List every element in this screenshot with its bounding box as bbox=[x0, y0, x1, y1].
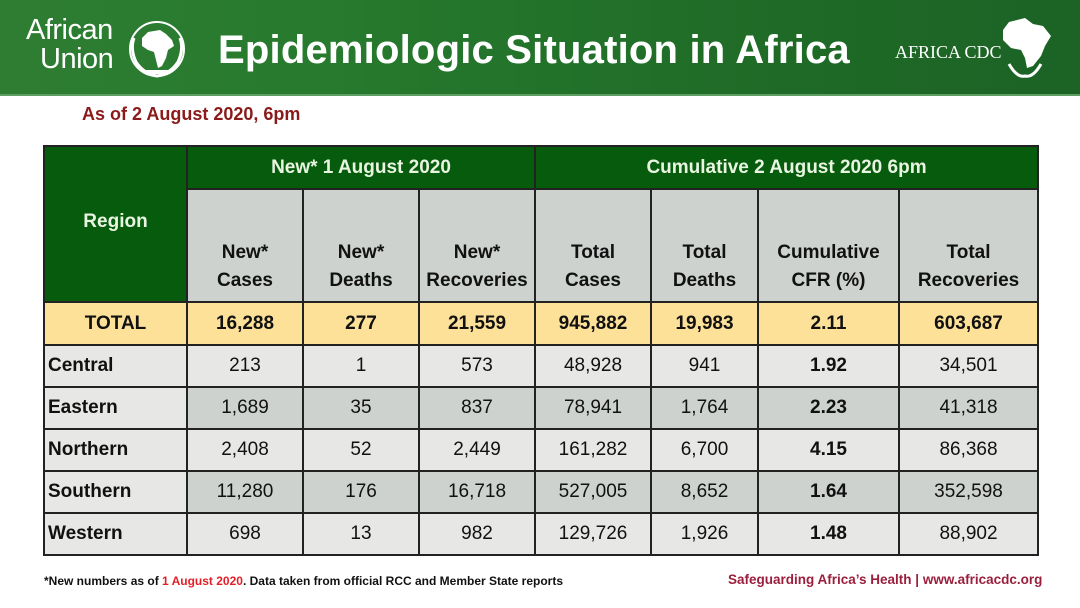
region-header-label: Region bbox=[83, 211, 148, 232]
cfr-cell: 2.11 bbox=[757, 301, 900, 346]
footnote: *New numbers as of 1 August 2020. Data t… bbox=[44, 574, 563, 588]
column-header-total-cases: Total Cases bbox=[534, 188, 652, 303]
new-cases-cell: 16,288 bbox=[186, 301, 304, 346]
table-row: Northern 2,408 52 2,449 161,282 6,700 4.… bbox=[43, 428, 1040, 472]
region-cell: Northern bbox=[43, 428, 188, 472]
au-logo-line1: African bbox=[26, 14, 113, 46]
new-deaths-cell: 176 bbox=[302, 470, 420, 514]
total-deaths-cell: 6,700 bbox=[650, 428, 759, 472]
new-cases-cell: 698 bbox=[186, 512, 304, 556]
african-union-emblem-icon bbox=[129, 21, 185, 78]
african-union-logo: African Union bbox=[26, 16, 196, 82]
new-cases-cell: 2,408 bbox=[186, 428, 304, 472]
region-cell: Western bbox=[43, 512, 188, 556]
region-cell: Eastern bbox=[43, 386, 188, 430]
new-deaths-cell: 277 bbox=[302, 301, 420, 346]
cumulative-group-header: Cumulative 2 August 2020 6pm bbox=[533, 145, 1040, 190]
africa-cdc-logo: AFRICA CDC bbox=[895, 16, 1065, 86]
total-deaths-cell: 8,652 bbox=[650, 470, 759, 514]
new-deaths-cell: 35 bbox=[302, 386, 420, 430]
total-deaths-cell: 941 bbox=[650, 344, 759, 388]
total-cases-cell: 129,726 bbox=[534, 512, 652, 556]
new-deaths-cell: 52 bbox=[302, 428, 420, 472]
region-cell: Southern bbox=[43, 470, 188, 514]
total-recoveries-cell: 86,368 bbox=[897, 428, 1040, 472]
cfr-cell: 1.48 bbox=[757, 512, 900, 556]
footnote-prefix: *New numbers as of bbox=[44, 574, 163, 588]
column-header-cumulative-cfr: Cumulative CFR (%) bbox=[757, 188, 900, 303]
region-header: Region bbox=[43, 145, 188, 303]
column-header-new-deaths: New* Deaths bbox=[302, 188, 420, 303]
new-deaths-cell: 1 bbox=[302, 344, 420, 388]
new-recoveries-cell: 21,559 bbox=[418, 301, 536, 346]
new-cases-cell: 213 bbox=[186, 344, 304, 388]
column-header-new-cases: New* Cases bbox=[186, 188, 304, 303]
cfr-cell: 1.64 bbox=[757, 470, 900, 514]
new-recoveries-cell: 573 bbox=[418, 344, 536, 388]
total-cases-cell: 161,282 bbox=[534, 428, 652, 472]
column-header-total-recoveries: Total Recoveries bbox=[897, 188, 1040, 303]
total-recoveries-cell: 352,598 bbox=[897, 470, 1040, 514]
new-cases-cell: 11,280 bbox=[186, 470, 304, 514]
column-header-new-recoveries: New* Recoveries bbox=[418, 188, 536, 303]
table-row: Central 213 1 573 48,928 941 1.92 34,501 bbox=[43, 344, 1040, 388]
header-banner: African Union Epidemiologic Situation in… bbox=[0, 0, 1080, 96]
new-recoveries-cell: 2,449 bbox=[418, 428, 536, 472]
table-row: Southern 11,280 176 16,718 527,005 8,652… bbox=[43, 470, 1040, 514]
footnote-suffix: . Data taken from official RCC and Membe… bbox=[242, 574, 564, 588]
au-logo-line2: Union bbox=[40, 43, 114, 75]
table-row: Western 698 13 982 129,726 1,926 1.48 88… bbox=[43, 512, 1040, 556]
new-recoveries-cell: 837 bbox=[418, 386, 536, 430]
new-cases-cell: 1,689 bbox=[186, 386, 304, 430]
region-cell: Central bbox=[43, 344, 188, 388]
total-deaths-cell: 19,983 bbox=[650, 301, 759, 346]
footnote-date: 1 August 2020 bbox=[162, 574, 243, 588]
cfr-cell: 4.15 bbox=[757, 428, 900, 472]
table-row: Eastern 1,689 35 837 78,941 1,764 2.23 4… bbox=[43, 386, 1040, 430]
africa-map-hands-icon bbox=[1003, 18, 1051, 78]
total-recoveries-cell: 603,687 bbox=[897, 301, 1040, 346]
table-row-total: TOTAL 16,288 277 21,559 945,882 19,983 2… bbox=[43, 301, 1040, 346]
total-deaths-cell: 1,926 bbox=[650, 512, 759, 556]
as-of-date: As of 2 August 2020, 6pm bbox=[82, 104, 301, 124]
epidemiologic-table: Region New* 1 August 2020 Cumulative 2 A… bbox=[43, 145, 1040, 556]
new-deaths-cell: 13 bbox=[302, 512, 420, 556]
new-recoveries-cell: 982 bbox=[418, 512, 536, 556]
total-cases-cell: 78,941 bbox=[534, 386, 652, 430]
tagline: Safeguarding Africa’s Health | www.afric… bbox=[728, 572, 1043, 587]
cfr-cell: 2.23 bbox=[757, 386, 900, 430]
total-cases-cell: 945,882 bbox=[534, 301, 652, 346]
cdc-logo-text: AFRICA CDC bbox=[895, 42, 1002, 62]
total-recoveries-cell: 41,318 bbox=[897, 386, 1040, 430]
new-recoveries-cell: 16,718 bbox=[418, 470, 536, 514]
total-recoveries-cell: 88,902 bbox=[897, 512, 1040, 556]
new-group-header: New* 1 August 2020 bbox=[186, 145, 536, 190]
cfr-cell: 1.92 bbox=[757, 344, 900, 388]
total-deaths-cell: 1,764 bbox=[650, 386, 759, 430]
total-cases-cell: 48,928 bbox=[534, 344, 652, 388]
total-cases-cell: 527,005 bbox=[534, 470, 652, 514]
region-cell: TOTAL bbox=[43, 301, 188, 346]
page-title: Epidemiologic Situation in Africa bbox=[218, 28, 850, 72]
column-header-total-deaths: Total Deaths bbox=[650, 188, 759, 303]
au-logo-text: African Union bbox=[26, 14, 114, 75]
total-recoveries-cell: 34,501 bbox=[897, 344, 1040, 388]
